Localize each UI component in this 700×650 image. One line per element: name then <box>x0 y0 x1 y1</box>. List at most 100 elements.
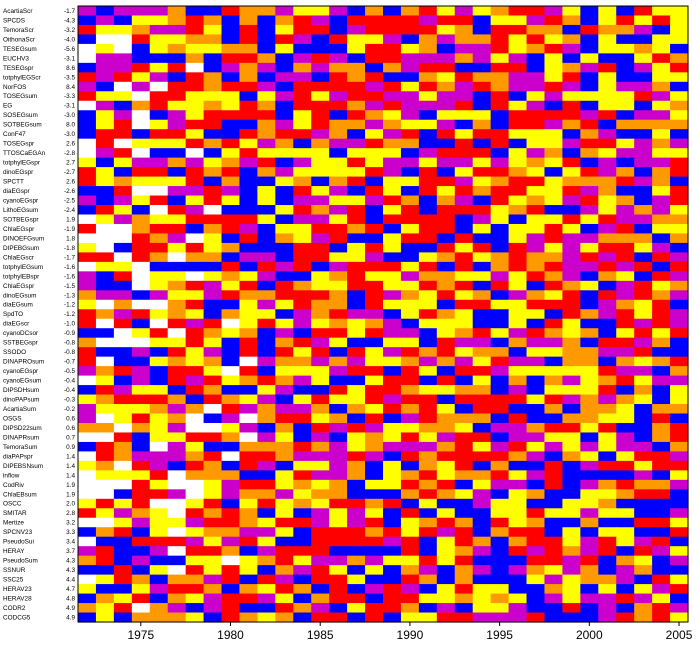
row-label: totphylEGspr <box>3 160 41 167</box>
heatmap-cell <box>562 290 581 301</box>
heatmap-cell <box>508 404 528 415</box>
heatmap-cell <box>436 536 456 547</box>
heatmap-cell <box>580 72 599 83</box>
heatmap-cell <box>454 91 474 102</box>
heatmap-cell <box>275 195 294 206</box>
heatmap-cell <box>239 356 259 367</box>
heatmap-cell <box>580 261 599 272</box>
heatmap-cell <box>95 574 115 585</box>
heatmap-cell <box>526 498 546 509</box>
heatmap-cell <box>203 470 223 481</box>
heatmap-cell <box>113 517 133 528</box>
heatmap-cell <box>580 574 599 585</box>
heatmap-cell <box>329 574 348 585</box>
heatmap-cell <box>275 15 294 26</box>
heatmap-cell <box>508 366 528 377</box>
heatmap-cell <box>580 186 599 197</box>
row-label: OithonaScr <box>3 36 36 43</box>
heatmap-cell <box>203 527 223 538</box>
heatmap-cell <box>185 489 205 500</box>
heatmap-cell <box>95 489 115 500</box>
heatmap-cell <box>544 593 564 604</box>
heatmap-cell <box>257 242 276 253</box>
row-value: -5.6 <box>64 46 75 53</box>
heatmap-cell <box>131 91 151 102</box>
heatmap-cell <box>239 460 259 471</box>
heatmap-cell <box>311 138 330 149</box>
heatmap-cell <box>418 451 438 462</box>
heatmap-cell <box>383 119 402 130</box>
heatmap-cell <box>400 138 420 149</box>
heatmap-cell <box>365 205 384 216</box>
heatmap-cell <box>454 81 474 92</box>
heatmap-cell <box>472 318 492 329</box>
heatmap-cell <box>508 233 528 244</box>
heatmap-cell <box>78 138 97 149</box>
heatmap-cell <box>239 242 259 253</box>
heatmap-cell <box>616 271 635 282</box>
heatmap-cell <box>400 157 420 168</box>
heatmap-cell <box>149 451 169 462</box>
heatmap-cell <box>544 214 564 225</box>
heatmap-cell <box>526 53 546 64</box>
heatmap-cell <box>149 176 169 187</box>
row-label: CODR2 <box>3 605 26 612</box>
heatmap-cell <box>490 356 510 367</box>
heatmap-cell <box>436 366 456 377</box>
heatmap-cell <box>311 34 330 45</box>
heatmap-cell <box>652 290 671 301</box>
heatmap-cell <box>634 214 653 225</box>
heatmap-cell <box>598 43 617 54</box>
heatmap-cell <box>400 290 420 301</box>
heatmap-cell <box>221 53 241 64</box>
heatmap-cell <box>257 441 276 453</box>
heatmap-cell <box>95 413 115 424</box>
heatmap-cell <box>293 138 312 149</box>
heatmap-cell <box>365 441 384 453</box>
heatmap-cell <box>347 479 366 490</box>
heatmap-cell <box>400 167 420 178</box>
heatmap-cell <box>365 43 384 54</box>
heatmap-cell <box>275 24 294 36</box>
heatmap-cell <box>526 546 546 557</box>
heatmap-cell <box>239 479 259 490</box>
heatmap-cell <box>526 72 546 83</box>
heatmap-cell <box>347 404 366 415</box>
heatmap-cell <box>221 593 241 604</box>
heatmap-cell <box>221 508 241 519</box>
heatmap-cell <box>616 593 635 604</box>
heatmap-cell <box>454 53 474 64</box>
heatmap-cell <box>508 72 528 83</box>
heatmap-cell <box>221 603 241 614</box>
heatmap-cell <box>472 508 492 519</box>
heatmap-cell <box>239 167 259 178</box>
heatmap-cell <box>347 261 366 272</box>
heatmap-cell <box>616 460 635 471</box>
heatmap-cell <box>634 337 653 348</box>
heatmap-cell <box>78 110 97 121</box>
heatmap-cell <box>149 394 169 405</box>
heatmap-cell <box>472 432 492 443</box>
heatmap-cell <box>490 271 510 282</box>
heatmap-cell <box>490 148 510 159</box>
heatmap-cell <box>365 176 384 187</box>
heatmap-cell <box>78 422 97 434</box>
heatmap-cell <box>221 242 241 253</box>
heatmap-cell <box>167 91 187 102</box>
heatmap-cell <box>239 318 259 329</box>
heatmap-cell <box>652 242 671 253</box>
heatmap-cell <box>113 593 133 604</box>
heatmap-cell <box>400 100 420 111</box>
heatmap-cell <box>544 81 564 92</box>
heatmap-cell <box>78 498 97 509</box>
heatmap-cell <box>347 527 366 538</box>
heatmap-cell <box>670 337 689 348</box>
heatmap-cell <box>365 460 384 471</box>
heatmap-cell <box>400 176 420 187</box>
heatmap-cell <box>95 62 115 73</box>
heatmap-cell <box>329 15 348 26</box>
heatmap-cell <box>544 34 564 45</box>
heatmap-cell <box>347 214 366 225</box>
heatmap-cell <box>562 299 581 310</box>
heatmap-cell <box>149 593 169 604</box>
